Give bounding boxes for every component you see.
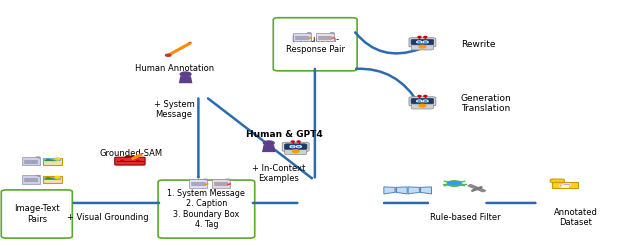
FancyBboxPatch shape [43,158,62,165]
Polygon shape [132,158,134,159]
Circle shape [291,146,294,147]
FancyArrowPatch shape [355,32,419,53]
Bar [316,32,334,41]
Circle shape [264,141,274,145]
Polygon shape [329,39,330,40]
Polygon shape [204,179,207,181]
Polygon shape [420,187,431,194]
Polygon shape [262,145,276,152]
FancyBboxPatch shape [1,190,72,238]
Polygon shape [202,185,204,186]
Bar [293,32,311,41]
FancyBboxPatch shape [563,183,570,185]
Circle shape [166,54,171,56]
Circle shape [423,41,428,43]
FancyBboxPatch shape [282,142,309,152]
Circle shape [121,160,124,161]
FancyBboxPatch shape [559,184,566,186]
Polygon shape [307,33,311,34]
Circle shape [424,42,427,43]
FancyBboxPatch shape [447,181,461,185]
Circle shape [297,141,300,142]
FancyBboxPatch shape [412,45,433,50]
Circle shape [55,158,60,160]
Text: 1. System Message
2. Caption
3. Boundary Box
4. Tag: 1. System Message 2. Caption 3. Boundary… [168,189,245,229]
Circle shape [423,100,428,102]
FancyBboxPatch shape [43,176,62,183]
FancyBboxPatch shape [561,185,568,187]
Circle shape [418,95,421,97]
Polygon shape [330,33,334,34]
FancyBboxPatch shape [285,149,307,154]
Circle shape [447,181,461,186]
Bar [212,179,230,187]
FancyBboxPatch shape [552,182,578,188]
Polygon shape [140,154,141,155]
Text: Grounded-SAM: Grounded-SAM [100,149,163,158]
FancyBboxPatch shape [411,39,434,45]
Text: + System
Message: + System Message [154,100,195,119]
Circle shape [417,100,422,102]
Circle shape [418,36,421,38]
Circle shape [424,101,427,102]
Bar [417,102,428,103]
Text: Rewrite: Rewrite [461,40,495,49]
Bar [44,158,61,161]
Circle shape [296,146,301,148]
Bar [417,43,428,44]
Circle shape [180,72,191,76]
Polygon shape [225,185,226,186]
Polygon shape [306,39,307,40]
Text: + In-Context
Examples: + In-Context Examples [252,164,305,183]
Text: Annotated
Dataset: Annotated Dataset [554,208,598,227]
Circle shape [298,146,300,147]
Circle shape [290,146,295,148]
FancyArrowPatch shape [356,69,419,105]
Circle shape [424,95,427,97]
FancyBboxPatch shape [158,180,255,238]
Polygon shape [384,187,395,194]
Polygon shape [44,158,58,161]
FancyBboxPatch shape [273,18,357,71]
Circle shape [418,101,420,102]
Polygon shape [408,187,419,194]
Circle shape [419,45,426,48]
FancyBboxPatch shape [284,144,307,149]
FancyBboxPatch shape [411,98,434,104]
FancyBboxPatch shape [409,97,436,106]
FancyBboxPatch shape [115,157,145,165]
Polygon shape [44,177,58,180]
Text: Rule-based Filter: Rule-based Filter [430,213,500,222]
Circle shape [55,176,60,178]
Polygon shape [36,157,40,158]
Text: + Visual Grounding: + Visual Grounding [67,213,148,222]
Text: Image-Text
Pairs: Image-Text Pairs [14,204,60,224]
Circle shape [136,160,139,161]
Polygon shape [36,175,40,177]
Polygon shape [188,42,192,43]
Circle shape [480,189,486,192]
Polygon shape [226,179,230,181]
Circle shape [417,41,422,43]
FancyArrowPatch shape [208,98,312,178]
Circle shape [418,42,420,43]
Circle shape [292,150,299,153]
Text: Generation
Translation: Generation Translation [461,94,511,113]
Bar [189,179,207,187]
Circle shape [424,36,427,38]
Polygon shape [179,76,193,83]
Bar [22,175,40,184]
FancyBboxPatch shape [550,179,564,182]
Text: Human & GPT4: Human & GPT4 [246,130,323,138]
Circle shape [419,104,426,107]
Polygon shape [396,187,407,194]
Circle shape [291,141,294,142]
FancyBboxPatch shape [409,38,436,47]
FancyBboxPatch shape [412,104,433,109]
Text: Instruction-
Response Pair: Instruction- Response Pair [285,35,345,54]
Bar [44,177,61,180]
Bar [22,157,40,166]
Circle shape [467,184,474,187]
Text: Human Annotation: Human Annotation [134,64,214,73]
